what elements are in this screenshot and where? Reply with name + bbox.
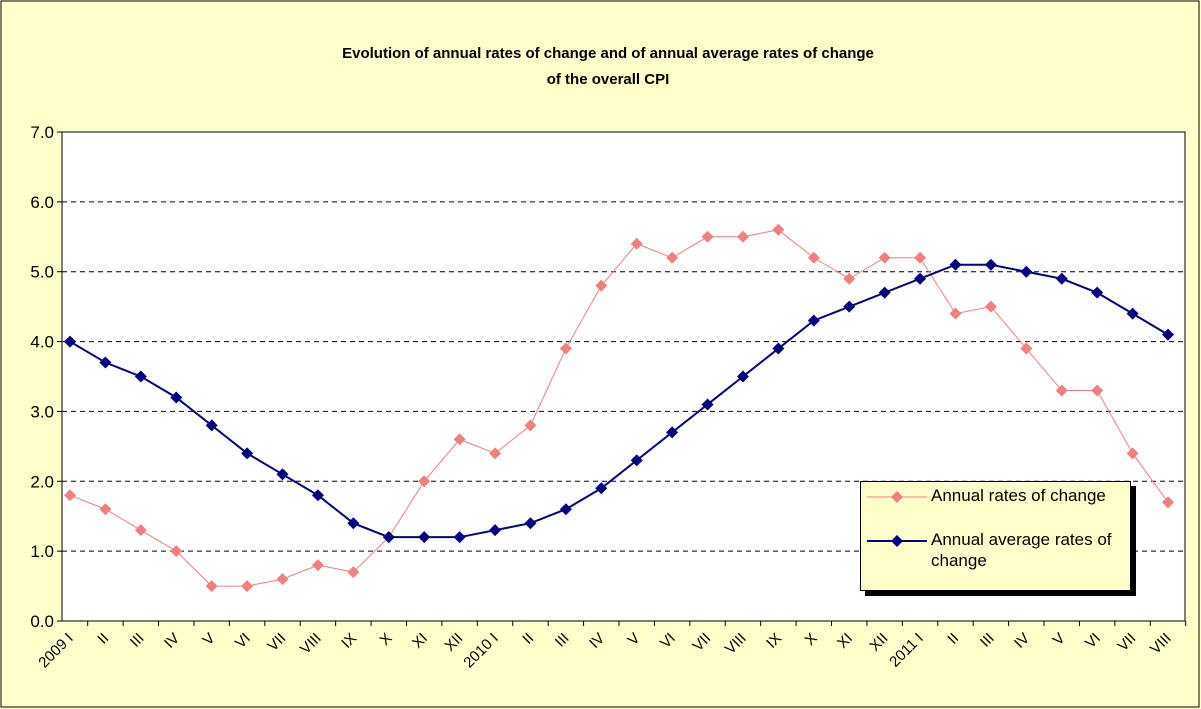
y-tick-label: 2.0 xyxy=(30,472,54,491)
point xyxy=(418,475,431,488)
point xyxy=(170,545,183,558)
legend-marker xyxy=(891,535,903,547)
y-tick-label: 7.0 xyxy=(30,123,54,142)
point xyxy=(1162,496,1174,509)
legend-swatch xyxy=(867,491,927,503)
point xyxy=(949,258,962,271)
y-tick-label: 1.0 xyxy=(30,542,54,561)
point xyxy=(772,223,785,236)
point xyxy=(736,370,749,383)
point xyxy=(418,531,431,544)
point xyxy=(64,489,76,502)
point xyxy=(134,370,147,383)
point xyxy=(1020,342,1033,355)
point xyxy=(701,230,714,243)
point xyxy=(489,524,502,537)
legend-swatch xyxy=(867,535,927,547)
chart-title: Evolution of annual rates of change and … xyxy=(342,45,874,62)
point xyxy=(453,531,466,544)
point xyxy=(241,447,254,460)
point xyxy=(666,426,679,439)
point xyxy=(1126,307,1139,320)
series-line xyxy=(69,229,1169,587)
point xyxy=(524,419,537,432)
point xyxy=(701,398,714,411)
point xyxy=(99,503,112,516)
point xyxy=(276,573,289,586)
point xyxy=(453,433,466,446)
point xyxy=(1055,272,1068,285)
point xyxy=(772,342,785,355)
point xyxy=(205,419,218,432)
point xyxy=(630,454,643,467)
point xyxy=(1020,265,1033,278)
y-tick-label: 5.0 xyxy=(30,263,54,282)
point xyxy=(914,251,927,264)
point xyxy=(1055,384,1068,397)
point xyxy=(64,335,76,348)
point xyxy=(347,566,360,579)
point xyxy=(311,489,324,502)
point xyxy=(524,517,537,530)
point xyxy=(736,230,749,243)
legend-label: Annual rates of change xyxy=(931,486,1106,505)
point xyxy=(843,300,856,313)
point xyxy=(1162,328,1174,341)
legend-marker xyxy=(891,491,903,503)
point xyxy=(914,272,927,285)
point xyxy=(347,517,360,530)
point xyxy=(878,286,891,299)
point xyxy=(99,356,112,369)
point xyxy=(170,391,183,404)
point xyxy=(630,237,643,250)
plot-border xyxy=(61,131,1186,622)
y-tick-label: 6.0 xyxy=(30,193,54,212)
point xyxy=(559,342,572,355)
y-tick-label: 3.0 xyxy=(30,402,54,421)
point xyxy=(807,314,820,327)
point xyxy=(666,251,679,264)
y-tick-label: 0.0 xyxy=(30,612,54,631)
point xyxy=(134,524,147,537)
point xyxy=(311,559,324,572)
point xyxy=(843,272,856,285)
point xyxy=(559,503,572,516)
point xyxy=(489,447,502,460)
chart-subtitle: of the overall CPI xyxy=(547,71,670,88)
point xyxy=(595,279,608,292)
legend-label: Annual average rates of change xyxy=(931,530,1112,570)
point xyxy=(595,482,608,495)
point xyxy=(205,580,218,593)
y-tick-label: 4.0 xyxy=(30,333,54,352)
point xyxy=(984,258,997,271)
legend: Annual rates of change Annual average rat… xyxy=(860,481,1131,591)
point xyxy=(1126,447,1139,460)
point xyxy=(382,531,395,544)
point xyxy=(949,307,962,320)
point xyxy=(1091,384,1104,397)
point xyxy=(276,468,289,481)
point xyxy=(241,580,254,593)
point xyxy=(878,251,891,264)
point xyxy=(1091,286,1104,299)
point xyxy=(807,251,820,264)
point xyxy=(984,300,997,313)
